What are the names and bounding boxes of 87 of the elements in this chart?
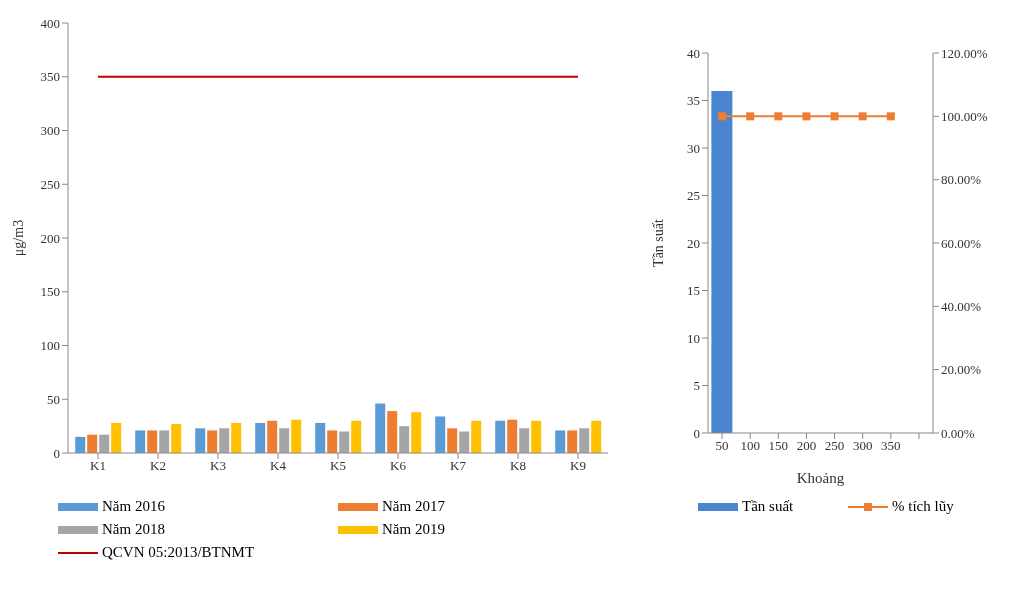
bar <box>207 430 218 453</box>
bar <box>267 420 278 453</box>
legend-label: Tần suất <box>742 498 794 515</box>
x-tick-label: 150 <box>768 438 789 454</box>
bar <box>351 420 362 453</box>
x-tick-label: 350 <box>881 438 901 454</box>
y-tick-label: 20 <box>687 235 700 251</box>
legend-label: Năm 2017 <box>382 498 445 515</box>
bar <box>399 426 410 453</box>
x-tick-label: K7 <box>450 458 467 474</box>
bar <box>339 431 350 453</box>
y2-tick-label: 20.00% <box>941 362 982 378</box>
y-tick-label: 30 <box>687 140 700 156</box>
y-axis-title: Tần suất <box>650 218 666 267</box>
y-tick-label: 150 <box>40 284 60 300</box>
y2-tick-label: 60.00% <box>941 235 982 251</box>
bar <box>495 420 506 453</box>
bar <box>159 430 170 453</box>
y-tick-label: 10 <box>687 330 700 346</box>
y-tick-label: 15 <box>687 283 700 299</box>
bar <box>111 422 122 453</box>
x-tick-label: K4 <box>270 458 287 474</box>
x-tick-label: 200 <box>796 438 817 454</box>
bar <box>219 428 230 453</box>
y-tick-label: 35 <box>687 93 700 109</box>
y2-tick-label: 80.00% <box>941 172 982 188</box>
bar <box>471 420 482 453</box>
legend-label: Năm 2016 <box>102 498 165 515</box>
bar <box>459 431 470 453</box>
y2-tick-label: 120.00% <box>941 45 988 61</box>
y-tick-label: 100 <box>40 338 60 354</box>
y-tick-label: 300 <box>40 123 60 139</box>
bar <box>567 430 578 453</box>
bar <box>315 422 326 453</box>
bar <box>147 430 158 453</box>
y-tick-label: 25 <box>687 188 700 204</box>
y-axis-title: μg/m3 <box>10 219 26 257</box>
bar <box>279 428 290 453</box>
bar <box>555 430 566 453</box>
x-tick-label: 300 <box>852 438 873 454</box>
x-axis-title: Khoảng <box>796 470 845 486</box>
x-tick-label: K3 <box>210 458 226 474</box>
bar <box>87 434 98 453</box>
x-tick-label: K5 <box>330 458 346 474</box>
bar <box>447 428 458 453</box>
bar <box>255 422 266 453</box>
x-tick-label: K9 <box>570 458 586 474</box>
x-tick-label: 50 <box>715 438 729 454</box>
bar <box>519 428 530 453</box>
x-tick-label: 100 <box>740 438 760 454</box>
x-tick-label: 250 <box>824 438 845 454</box>
bar <box>171 423 182 453</box>
y-tick-label: 50 <box>47 391 60 407</box>
y2-tick-label: 0.00% <box>941 425 975 441</box>
bar <box>531 420 542 453</box>
legend-label: Năm 2018 <box>102 521 165 538</box>
bar <box>291 419 302 453</box>
y-tick-label: 400 <box>40 15 60 31</box>
bar <box>411 412 422 453</box>
bar <box>507 419 518 453</box>
y-tick-label: 40 <box>687 45 700 61</box>
y-tick-label: 5 <box>693 378 700 394</box>
bar <box>99 434 110 453</box>
y2-tick-label: 100.00% <box>941 108 988 124</box>
bar <box>579 428 590 453</box>
bar <box>75 436 86 453</box>
y-tick-label: 0 <box>53 445 60 461</box>
x-tick-label: K1 <box>90 458 106 474</box>
bar <box>387 411 398 453</box>
bar <box>195 428 206 453</box>
x-tick-label: K8 <box>510 458 526 474</box>
bar <box>327 430 338 453</box>
bar <box>231 422 242 453</box>
y-tick-label: 350 <box>40 69 60 85</box>
y-tick-label: 0 <box>693 425 700 441</box>
y-tick-label: 200 <box>40 230 60 246</box>
bar <box>135 430 146 453</box>
legend-label: % tích lũy <box>892 498 954 515</box>
legend-label: Năm 2019 <box>382 521 445 538</box>
bar <box>375 403 386 453</box>
x-tick-label: K6 <box>390 458 407 474</box>
bar <box>591 420 602 453</box>
legend-label: QCVN 05:2013/BTNMT <box>102 544 255 561</box>
x-tick-label: K2 <box>150 458 166 474</box>
y-tick-label: 250 <box>40 176 60 192</box>
y2-tick-label: 40.00% <box>941 298 982 314</box>
bar <box>435 416 446 453</box>
